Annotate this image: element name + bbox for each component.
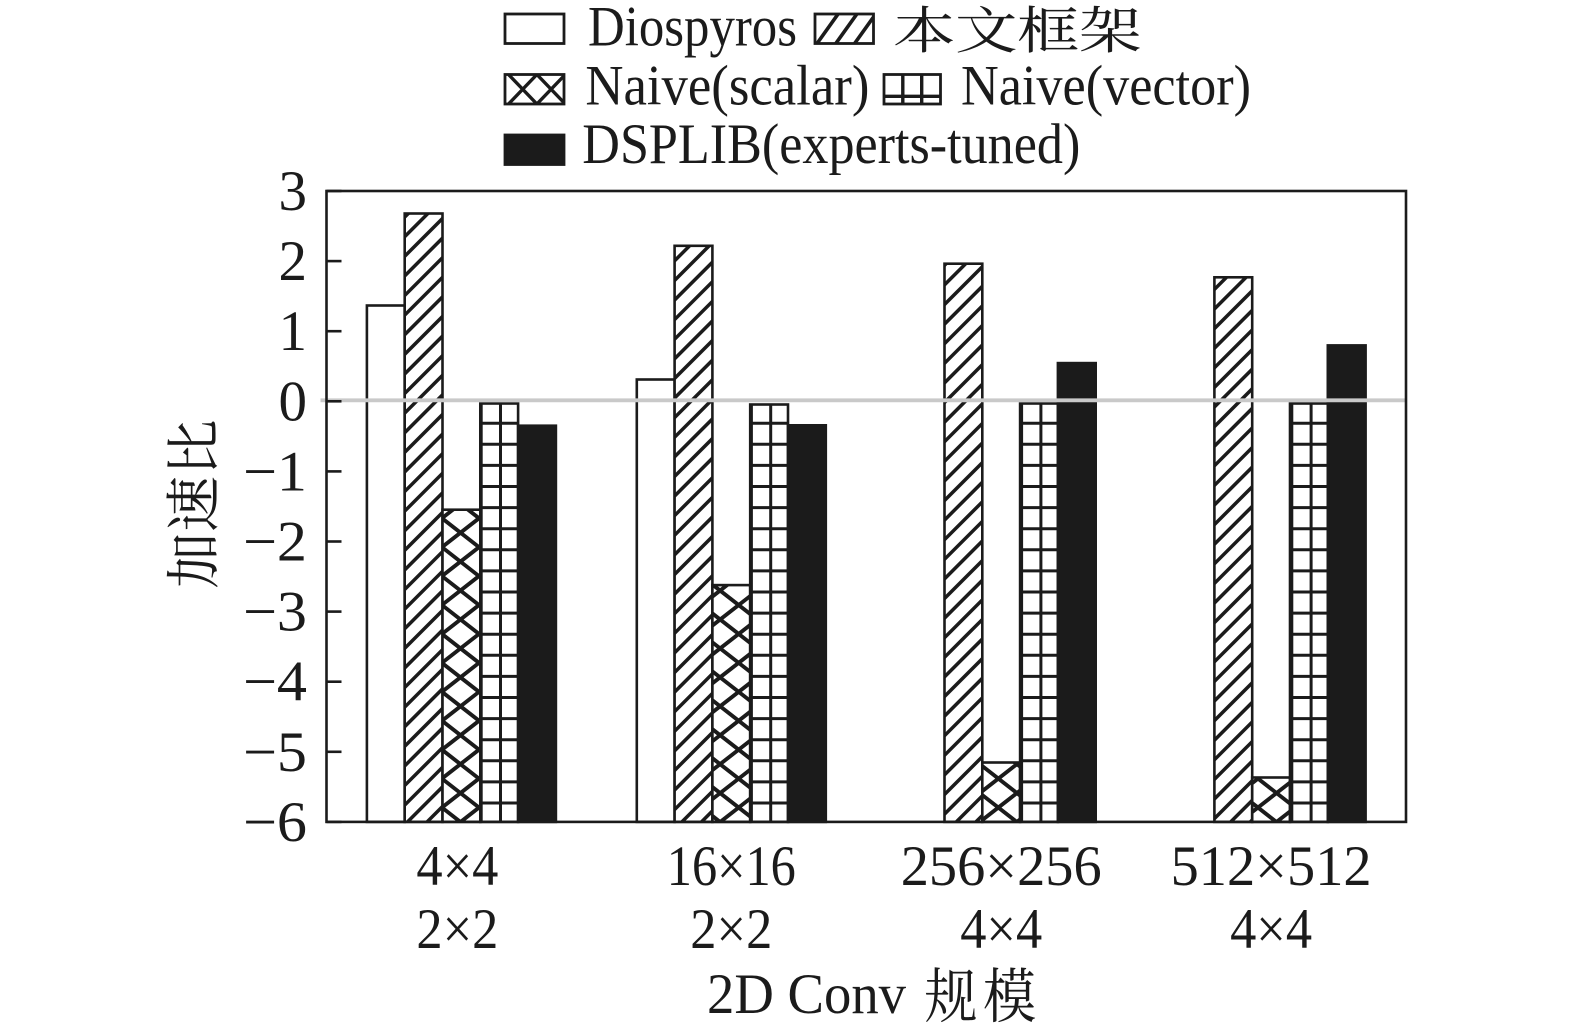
svg-text:−1: −1: [243, 440, 307, 503]
svg-text:Diospyros: Diospyros: [588, 0, 797, 59]
svg-text:−6: −6: [243, 791, 307, 854]
svg-text:2D Conv: 2D Conv: [707, 963, 906, 1026]
svg-text:−5: −5: [243, 721, 307, 784]
svg-text:4×4: 4×4: [416, 835, 498, 898]
svg-text:4×4: 4×4: [960, 898, 1042, 961]
svg-text:0: 0: [279, 370, 308, 433]
svg-text:Naive(scalar): Naive(scalar): [585, 54, 869, 117]
svg-text:16×16: 16×16: [667, 835, 796, 898]
svg-text:2×2: 2×2: [416, 898, 498, 961]
svg-text:256×256: 256×256: [901, 835, 1102, 898]
svg-text:−4: −4: [243, 651, 307, 714]
svg-text:1: 1: [279, 300, 308, 363]
svg-text:512×512: 512×512: [1171, 835, 1372, 898]
svg-text:−2: −2: [243, 511, 307, 574]
svg-text:3: 3: [279, 160, 308, 223]
svg-text:4×4: 4×4: [1230, 898, 1312, 961]
svg-text:−3: −3: [243, 581, 307, 644]
svg-text:2: 2: [279, 230, 308, 293]
svg-text:Naive(vector): Naive(vector): [961, 54, 1251, 117]
svg-text:DSPLIB(experts-tuned): DSPLIB(experts-tuned): [582, 113, 1080, 176]
svg-text:2×2: 2×2: [690, 898, 772, 961]
